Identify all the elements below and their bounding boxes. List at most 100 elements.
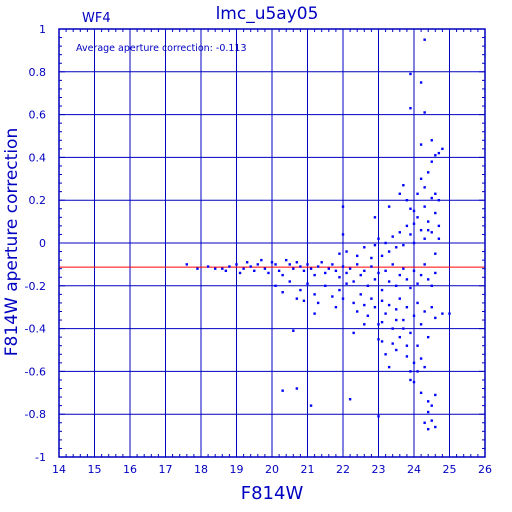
data-point [359,273,362,277]
data-point [348,267,352,270]
data-point [281,291,284,294]
data-point [373,216,377,219]
data-point [416,370,419,373]
data-point [370,297,373,300]
annotation-text: Average aperture correction: -0.113 [76,43,247,54]
data-point [427,220,430,223]
data-point [295,261,299,264]
x-tick-label: 21 [301,463,315,476]
data-point [416,216,419,219]
data-point [299,288,302,292]
data-point [384,269,387,273]
data-point [288,263,291,266]
data-point [409,233,412,236]
data-point [331,263,334,266]
data-point [434,393,437,397]
data-point [370,265,373,268]
data-point [409,207,412,210]
data-point [434,252,437,255]
data-point [441,147,444,151]
data-point [373,243,377,247]
data-point [427,171,430,174]
data-point [437,151,441,155]
data-point [412,241,416,245]
y-tick-label: 0.2 [29,194,47,207]
x-tick-label: 14 [52,463,66,476]
x-tick-label: 18 [194,463,208,476]
data-point [395,308,398,311]
data-point [437,199,441,202]
data-point [377,271,380,275]
data-point [380,299,384,302]
x-tick-label: 23 [372,463,386,476]
data-point [448,312,451,315]
y-tick-label: 0.8 [29,66,47,79]
data-point [423,186,426,189]
data-point [423,237,426,240]
data-point [434,154,437,157]
data-point [434,192,437,195]
data-point [281,389,284,392]
data-point [419,357,423,360]
data-point [405,306,409,309]
data-point [334,306,338,309]
data-point [441,312,444,315]
data-point [327,267,330,270]
data-point [299,265,302,268]
data-point [437,237,441,240]
data-point [430,419,433,422]
data-point [434,211,437,215]
data-point [320,261,323,264]
data-point [352,331,355,335]
data-point [324,271,327,275]
data-point [313,293,316,296]
data-point [387,365,391,369]
data-point [412,314,416,317]
data-point [292,329,295,332]
data-point [274,284,277,287]
data-point [288,280,291,283]
data-point [430,139,433,142]
data-point [430,404,433,407]
data-point [338,288,341,292]
data-point [384,241,387,245]
data-point [274,263,277,266]
x-tick-label: 16 [123,463,137,476]
data-point [398,335,401,339]
data-point [356,254,359,258]
data-point [419,81,423,84]
data-point [402,243,405,247]
data-point [419,273,423,277]
axis-ticks [58,28,486,458]
data-point [395,284,398,287]
data-point [224,269,228,273]
y-tick-label: -0.4 [25,323,46,336]
x-axis-label: F814W [241,483,304,504]
data-point [277,269,281,273]
data-point [267,271,270,275]
data-point [423,263,426,266]
data-point [430,284,433,287]
data-point [405,344,409,347]
data-point [348,398,352,401]
data-point [427,278,430,281]
data-point [384,353,387,356]
data-point [391,235,394,238]
data-point [391,342,394,345]
data-point [416,301,419,305]
data-point [380,254,384,258]
data-point [373,306,377,309]
y-tick-label: 0 [39,237,46,250]
data-point [238,271,242,275]
data-point [427,400,430,403]
data-point [345,271,348,275]
data-point [412,222,416,225]
data-point [427,410,430,414]
data-point [430,196,433,200]
data-point [228,265,231,268]
data-point [423,365,426,369]
data-point [306,263,309,266]
data-point [423,205,426,208]
data-point [423,421,426,424]
